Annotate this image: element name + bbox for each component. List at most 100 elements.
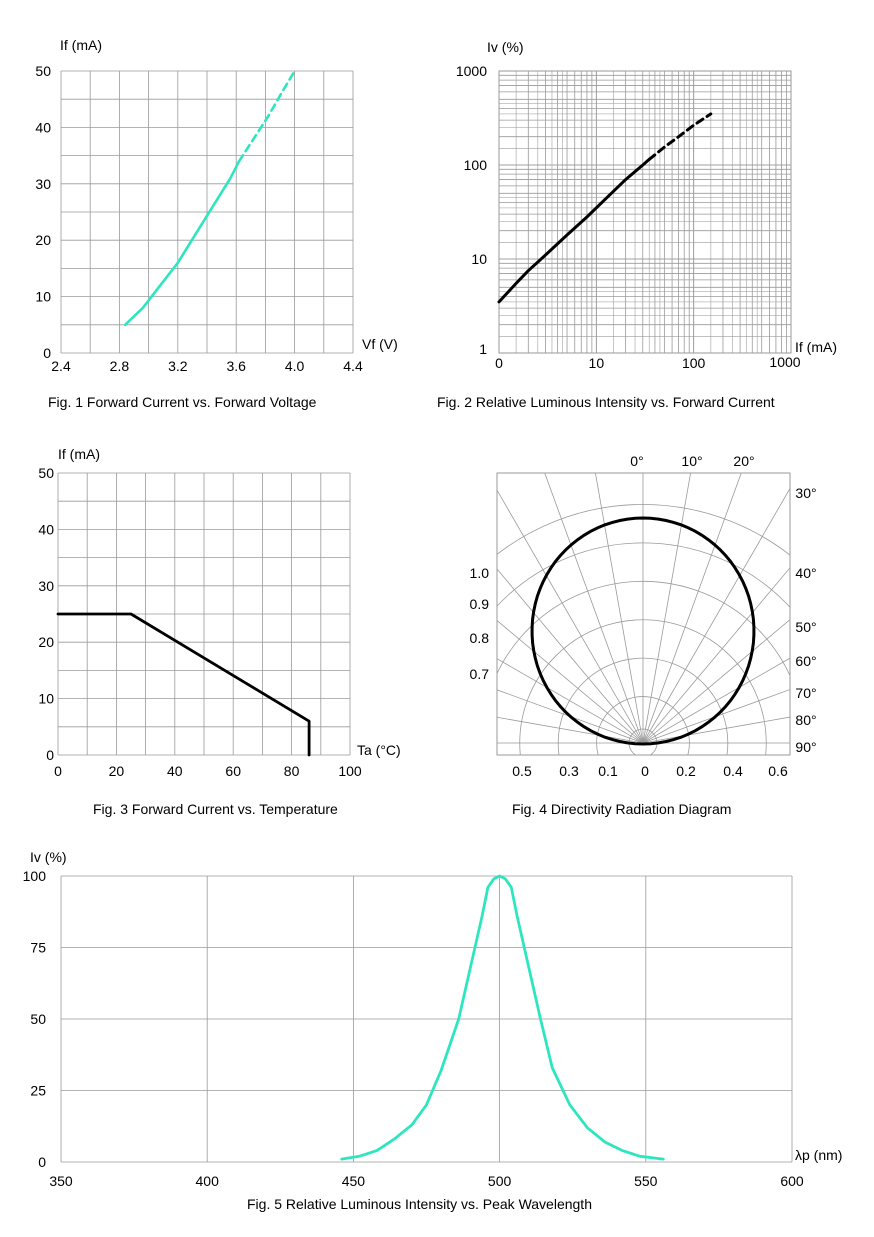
fig1-x-tick-label: 3.6 [226,358,246,374]
fig1-y-axis-label: If (mA) [60,37,102,53]
fig4-angle-label: 80° [795,712,816,728]
fig2-series-line [497,157,651,304]
fig5-y-tick-labels: 0 25 50 75 100 [23,868,47,1170]
fig2-x-tick-label: 1000 [769,354,800,370]
fig1-x-tick-label: 4.0 [285,358,305,374]
fig2-x-tick-label: 10 [589,355,605,371]
fig4-bottom-label: 0.1 [598,763,618,779]
fig3-x-tick-labels: 0 20 40 60 80 100 [54,763,362,779]
fig3-x-tick-label: 80 [284,763,300,779]
fig3-y-tick-label: 10 [38,691,54,707]
fig2-x-tick-label: 100 [682,355,706,371]
fig4-angle-label: 60° [795,653,816,669]
fig1-x-axis-label: Vf (V) [362,336,398,352]
fig5-caption: Fig. 5 Relative Luminous Intensity vs. P… [247,1196,592,1212]
fig5-y-tick-label: 100 [23,868,47,884]
fig4-angle-label: 90° [795,739,816,755]
fig1-y-tick-labels: 0 10 20 30 40 50 [35,63,51,361]
fig3-x-tick-label: 100 [338,763,362,779]
fig3-x-tick-label: 40 [167,763,183,779]
fig4-angle-spoke [642,567,790,744]
fig1-x-tick-label: 4.4 [343,358,363,374]
fig2-y-tick-label: 10 [471,251,487,267]
fig1-y-tick-label: 0 [43,345,51,361]
fig5-chart: 0 25 50 75 100 350 400 450 500 550 600 Iv (%) λp … [23,849,843,1212]
fig1-y-tick-label: 30 [35,176,51,192]
fig3-y-tick-label: 40 [38,521,54,537]
fig1-x-tick-labels: 2.4 2.8 3.2 3.6 4.0 4.4 [51,358,363,374]
fig4-angle-spoke [544,473,644,744]
fig2-frame [498,70,792,354]
fig3-y-tick-label: 0 [46,747,54,763]
fig4-angle-spoke [497,689,644,744]
fig1-chart: 0 10 20 30 40 50 2.4 2.8 3.2 3.6 4.0 4.4 If (mA) V… [35,37,397,410]
fig2-y-tick-label: 1 [479,341,487,357]
fig4-labels: 0° 10° 20° 30° 40° 50° 60° 70° 80° 90° 1.0 0.9 0.8 0.… [470,453,817,779]
fig1-series [123,69,296,327]
fig5-grid [60,875,793,1163]
fig5-x-tick-label: 600 [780,1173,804,1189]
fig2-x-tick-labels: 0 10 100 1000 [495,354,801,371]
fig1-x-tick-label: 2.4 [51,358,71,374]
fig5-x-tick-label: 350 [49,1173,73,1189]
fig4-angle-spoke [642,473,692,744]
fig1-x-tick-label: 2.8 [110,358,130,374]
fig2-y-axis-label: Iv (%) [487,39,524,55]
fig5-x-tick-labels: 350 400 450 500 550 600 [49,1173,804,1189]
fig5-x-tick-label: 500 [488,1173,512,1189]
fig4-angle-label: 0° [630,453,643,469]
fig5-x-tick-label: 550 [634,1173,658,1189]
fig4-angle-spoke [642,689,790,744]
fig4-angle-label: 40° [795,565,816,581]
fig4-bottom-label: 0 [641,763,649,779]
fig1-series-line [237,69,296,163]
fig4-caption: Fig. 4 Directivity Radiation Diagram [512,801,731,817]
fig4-pattern-line [530,516,756,746]
fig4-bottom-label: 0.6 [768,763,788,779]
fig5-y-tick-label: 50 [30,1011,46,1027]
fig5-y-tick-label: 75 [30,940,46,956]
fig5-y-tick-label: 0 [38,1154,46,1170]
fig2-series [497,112,713,304]
fig3-y-tick-label: 20 [38,634,54,650]
fig1-caption: Fig. 1 Forward Current vs. Forward Volta… [48,394,317,410]
fig2-series-line [647,112,713,161]
fig4-angle-label: 70° [795,685,816,701]
fig4-radius-label: 0.9 [470,596,490,612]
fig5-series-line [340,874,665,1161]
fig1-grid [60,70,354,354]
fig5-y-tick-label: 25 [30,1083,46,1099]
fig2-x-axis-label: If (mA) [795,339,837,355]
fig1-y-tick-label: 40 [35,119,51,135]
fig3-x-axis-label: Ta (°C) [357,742,401,758]
fig1-y-tick-label: 10 [35,289,51,305]
fig4-angle-label: 30° [795,485,816,501]
fig4-bottom-label: 0.2 [676,763,696,779]
fig4-angle-spoke [497,619,644,744]
fig3-y-tick-label: 30 [38,578,54,594]
fig4-angle-spoke [497,489,644,744]
fig5-y-axis-label: Iv (%) [30,849,67,865]
fig3-caption: Fig. 3 Forward Current vs. Temperature [93,801,338,817]
fig1-series-line [123,159,241,327]
fig3-y-axis-label: If (mA) [58,446,100,462]
fig2-chart: 1 10 100 1000 0 10 100 1000 Iv (%) If (mA) Fig… [437,39,837,410]
fig4-angle-spoke [642,487,790,744]
fig3-x-tick-label: 20 [109,763,125,779]
fig4-angle-spoke [642,657,790,744]
fig4-bottom-label: 0.5 [512,763,532,779]
fig4-grid-lines [497,473,790,755]
fig4-angle-spoke [642,716,790,744]
fig5-x-tick-label: 400 [196,1173,220,1189]
fig3-x-tick-label: 0 [54,763,62,779]
fig4-radius-label: 1.0 [470,565,490,581]
fig3-series-line [56,612,311,757]
fig3-chart: 0 10 20 30 40 50 0 20 40 60 80 100 If (mA) Ta (°C)… [38,446,400,817]
fig1-x-tick-label: 3.2 [168,358,188,374]
fig4-chart: 0° 10° 20° 30° 40° 50° 60° 70° 80° 90° 1.0 0.9 0.8 0.… [470,453,817,817]
fig4-angle-label: 50° [795,619,816,635]
fig4-frame [496,472,791,756]
fig4-angle-spoke [497,716,644,744]
fig5-x-axis-label: λp (nm) [795,1147,842,1163]
fig2-x-tick-label: 0 [495,355,503,371]
